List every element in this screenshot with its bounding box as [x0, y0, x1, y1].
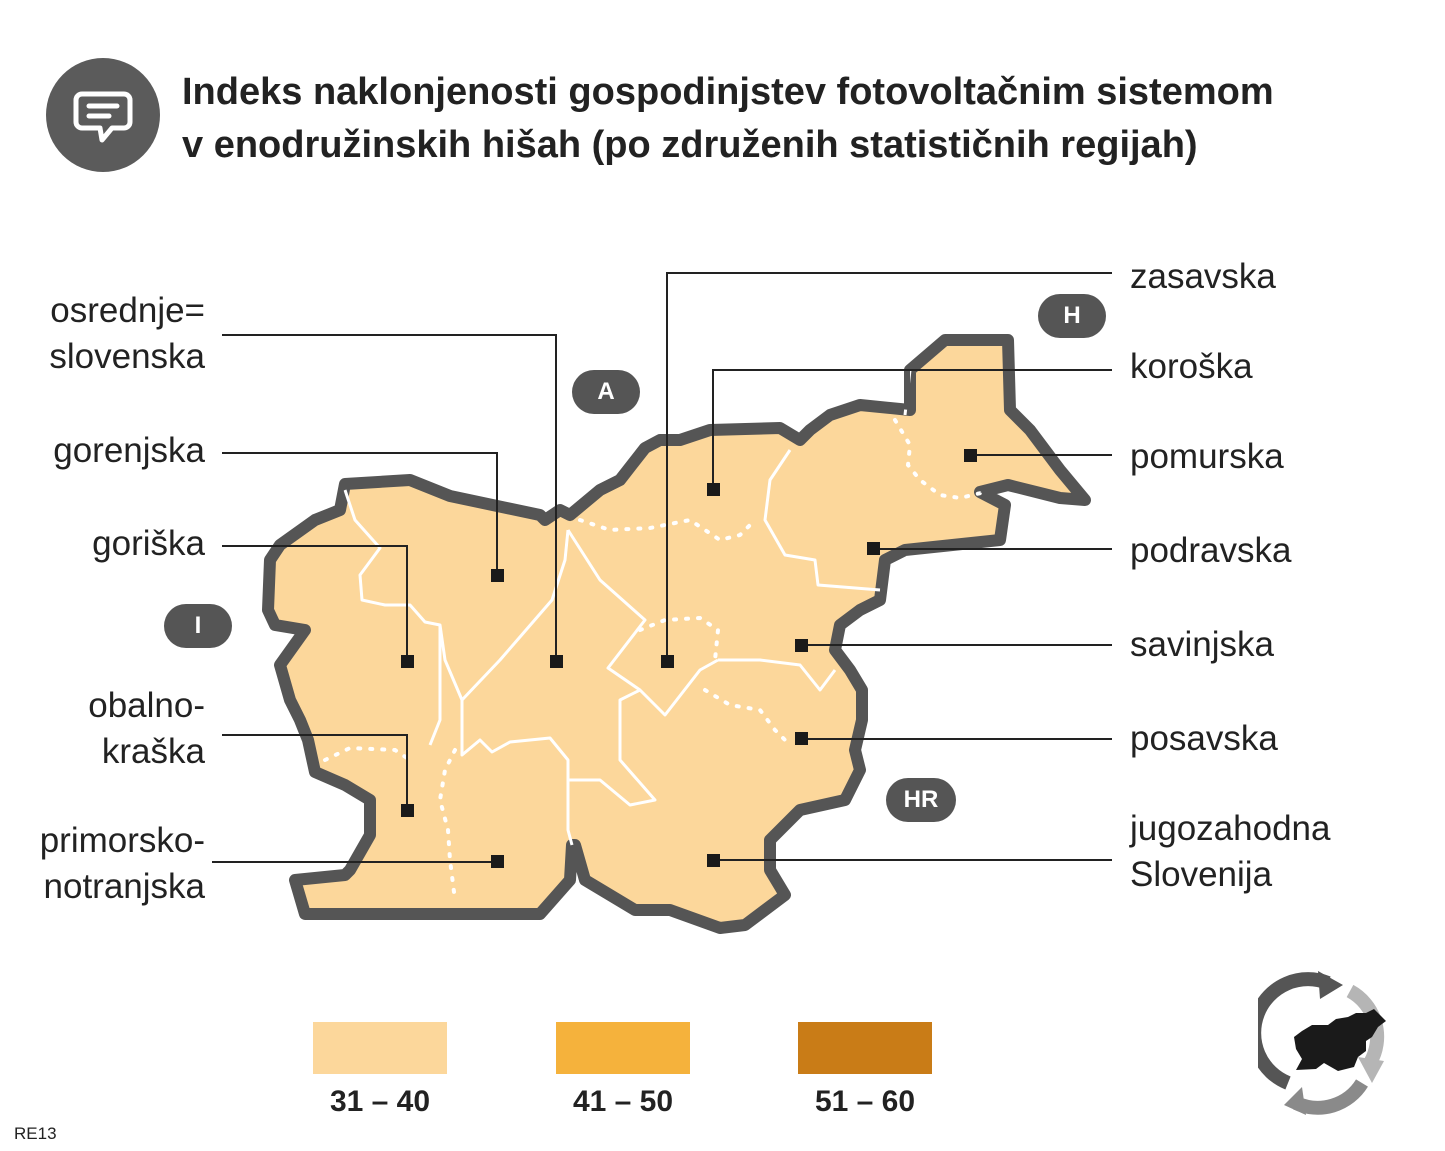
dotted-borders [323, 418, 987, 902]
country-badge-croatia: HR [886, 778, 956, 822]
figure-code: RE13 [14, 1124, 57, 1143]
marker-goriska [401, 655, 414, 668]
label-pomurska: pomurska [1130, 437, 1284, 476]
region-markers [401, 449, 977, 868]
label-podravska: podravska [1130, 531, 1292, 570]
label-zasavska: zasavska [1130, 257, 1276, 296]
region-borders [343, 369, 912, 846]
title-line-1: Indeks naklonjenosti gospodinjstev fotov… [182, 71, 1274, 113]
label-jugovzhodna-line2: Slovenija [1130, 855, 1273, 894]
leader-goriska [222, 545, 408, 661]
marker-pomurska [964, 449, 977, 462]
marker-koroska [707, 483, 720, 496]
label-jugovzhodna: jugozahodna Slovenija [1130, 806, 1330, 898]
label-goriska: goriška [92, 524, 205, 563]
label-osrednjeslovenska: osrednje= slovenska [49, 288, 205, 380]
legend-label-2: 41 – 50 [572, 1085, 674, 1118]
leader-obalnokraska [222, 734, 408, 810]
label-savinjska: savinjska [1130, 625, 1274, 664]
legend-swatch-1 [313, 1022, 447, 1074]
marker-jugovzhodna [707, 854, 720, 867]
country-badge-austria: A [572, 370, 640, 414]
leader-koroska [712, 369, 1112, 489]
legend-label-3: 51 – 60 [814, 1085, 916, 1118]
label-obalnokraska-line2: kraška [101, 732, 205, 771]
leader-gorenjska [222, 452, 498, 575]
label-obalnokraska-line1: obalno- [88, 686, 205, 725]
country-badge-italy: I [164, 604, 232, 648]
leader-lines [212, 272, 1112, 863]
country-outline [262, 334, 1091, 934]
legend-label-1: 31 – 40 [329, 1085, 431, 1118]
marker-obalnokraska [401, 804, 414, 817]
leader-osrednjeslovenska [222, 334, 557, 661]
marker-podravska [867, 542, 880, 555]
label-primorskonotranjska-line1: primorsko- [39, 821, 205, 860]
marker-savinjska [795, 639, 808, 652]
label-osrednjeslovenska-line1: osrednje= [50, 291, 205, 330]
page-title: Indeks naklonjenosti gospodinjstev fotov… [182, 66, 1382, 172]
label-osrednjeslovenska-line2: slovenska [49, 337, 205, 376]
slovenia-recycle-arrows-icon [1247, 965, 1393, 1125]
marker-primorskonotranjska [491, 855, 504, 868]
label-gorenjska: gorenjska [53, 431, 205, 470]
label-jugovzhodna-line1: jugozahodna [1130, 809, 1331, 848]
leader-zasavska [666, 272, 1112, 661]
marker-gorenjska [491, 569, 504, 582]
marker-osrednjeslovenska [550, 655, 563, 668]
label-posavska: posavska [1130, 719, 1278, 758]
legend-swatch-3 [798, 1022, 932, 1074]
marker-posavska [795, 732, 808, 745]
label-primorskonotranjska: primorsko- notranjska [40, 818, 205, 910]
title-line-2: v enodružinskih hišah (po združenih stat… [182, 124, 1198, 166]
label-obalnokraska: obalno- kraška [88, 683, 205, 775]
country-badge-hungary: H [1038, 294, 1106, 338]
speech-bubble-icon [46, 58, 160, 172]
label-primorskonotranjska-line2: notranjska [43, 867, 205, 906]
legend-swatch-2 [556, 1022, 690, 1074]
label-koroska: koroška [1130, 347, 1253, 386]
marker-zasavska [661, 655, 674, 668]
